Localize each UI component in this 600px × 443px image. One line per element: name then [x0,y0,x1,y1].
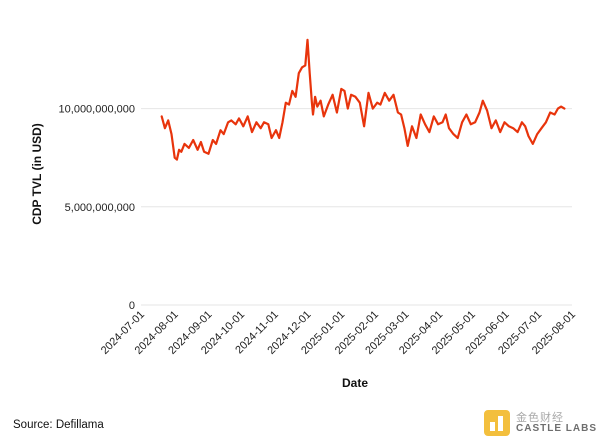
grid [141,108,572,306]
x-axis-title: Date [342,376,368,390]
y-tick-label: 5,000,000,000 [65,202,135,214]
y-tick-label: 10,000,000,000 [59,104,135,116]
y-axis-title: CDP TVL (in USD) [30,123,44,225]
series-area [160,38,566,161]
watermark-bottom: CASTLE LABS [516,422,597,434]
watermark-text: 金色财经 CASTLE LABS [516,411,597,434]
y-tick-label: 0 [129,300,135,312]
x-axis: 2024-07-012024-08-012024-09-012024-10-01… [99,309,578,357]
series-line [160,38,566,161]
source-note: Source: Defillama [13,419,104,431]
watermark-top: 金色财经 [516,411,564,424]
brand-logo-icon [484,410,510,436]
y-axis: 0 5,000,000,000 10,000,000,000 [59,104,135,312]
watermark: 金色财经 CASTLE LABS [484,410,597,436]
